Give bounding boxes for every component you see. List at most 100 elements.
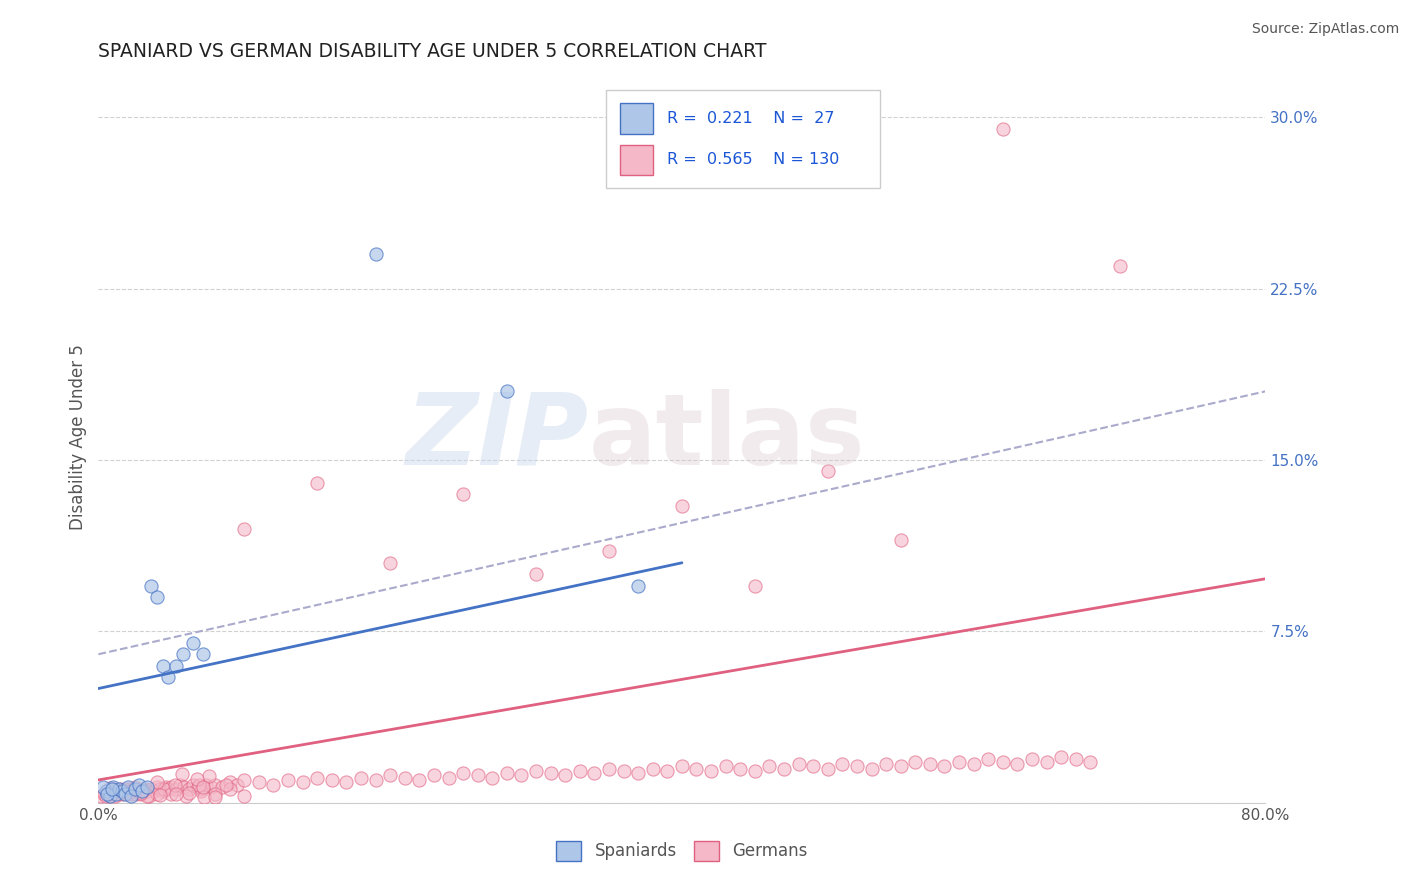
Point [627, 579, 650, 593]
Point [149, 782, 172, 797]
Point [145, 775, 167, 789]
Point [165, 658, 187, 673]
Point [335, 775, 357, 789]
Point [165, 787, 187, 801]
Text: R =  0.565    N = 130: R = 0.565 N = 130 [666, 153, 839, 168]
Text: Source: ZipAtlas.com: Source: ZipAtlas.com [1251, 22, 1399, 37]
Bar [620, 145, 652, 175]
Point [787, 756, 810, 771]
Point [108, 782, 131, 797]
Point [100, 782, 122, 797]
Point [481, 771, 503, 785]
Point [129, 786, 152, 800]
Point [918, 756, 941, 771]
Point [831, 756, 853, 771]
Point [977, 752, 1000, 766]
Point [394, 771, 416, 785]
Point [744, 764, 766, 778]
Text: atlas: atlas [589, 389, 865, 485]
Point [991, 121, 1014, 136]
Point [190, 784, 212, 798]
Point [817, 762, 839, 776]
Point [307, 475, 329, 490]
Point [160, 787, 183, 801]
Point [247, 775, 270, 789]
Text: R =  0.221    N =  27: R = 0.221 N = 27 [666, 111, 834, 126]
Point [904, 755, 927, 769]
Point [890, 759, 912, 773]
Point [612, 764, 634, 778]
Point [218, 775, 240, 789]
Point [467, 768, 489, 782]
Point [157, 670, 180, 684]
Point [215, 778, 238, 792]
Point [744, 579, 766, 593]
Point [801, 759, 824, 773]
Point [128, 778, 150, 792]
Point [307, 771, 329, 785]
Point [598, 762, 620, 776]
Point [204, 787, 226, 801]
Point [524, 567, 547, 582]
Point [131, 784, 153, 798]
Point [991, 755, 1014, 769]
Point [204, 778, 226, 792]
Point [193, 789, 215, 804]
Point [117, 787, 139, 801]
Point [104, 787, 127, 801]
FancyBboxPatch shape [606, 90, 880, 188]
Point [101, 780, 124, 794]
Point [100, 784, 122, 798]
Point [138, 789, 160, 803]
Point [860, 762, 883, 776]
Point [773, 762, 796, 776]
Point [583, 766, 606, 780]
Point [97, 787, 120, 801]
Point [226, 778, 249, 792]
Point [627, 766, 650, 780]
Point [155, 780, 177, 794]
Point [962, 756, 984, 771]
Point [714, 759, 737, 773]
Point [817, 464, 839, 478]
Point [321, 772, 343, 787]
Point [1035, 755, 1057, 769]
Point [1007, 756, 1029, 771]
Point [197, 769, 219, 783]
Point [211, 780, 233, 794]
Point [120, 789, 142, 803]
Point [380, 768, 402, 782]
Point [153, 782, 176, 797]
Point [948, 755, 970, 769]
Point [90, 789, 112, 803]
Point [758, 759, 780, 773]
Point [510, 768, 533, 782]
Point [98, 789, 121, 803]
Point [131, 784, 153, 798]
Point [657, 764, 679, 778]
Point [174, 789, 197, 803]
Point [291, 775, 314, 789]
Point [152, 784, 174, 798]
Point [364, 247, 387, 261]
Point [114, 782, 136, 797]
Point [1108, 259, 1130, 273]
Point [136, 784, 159, 798]
Point [364, 772, 387, 787]
Point [191, 782, 214, 797]
Point [124, 782, 146, 797]
Point [169, 778, 191, 792]
Point [173, 780, 195, 794]
Point [890, 533, 912, 547]
Point [121, 787, 143, 801]
Point [875, 756, 897, 771]
Point [186, 772, 208, 786]
Point [105, 784, 128, 798]
Point [170, 766, 193, 780]
Point [187, 778, 209, 792]
Point [146, 780, 169, 794]
Point [187, 780, 209, 794]
Point [671, 759, 693, 773]
Point [204, 790, 226, 805]
Point [437, 771, 460, 785]
